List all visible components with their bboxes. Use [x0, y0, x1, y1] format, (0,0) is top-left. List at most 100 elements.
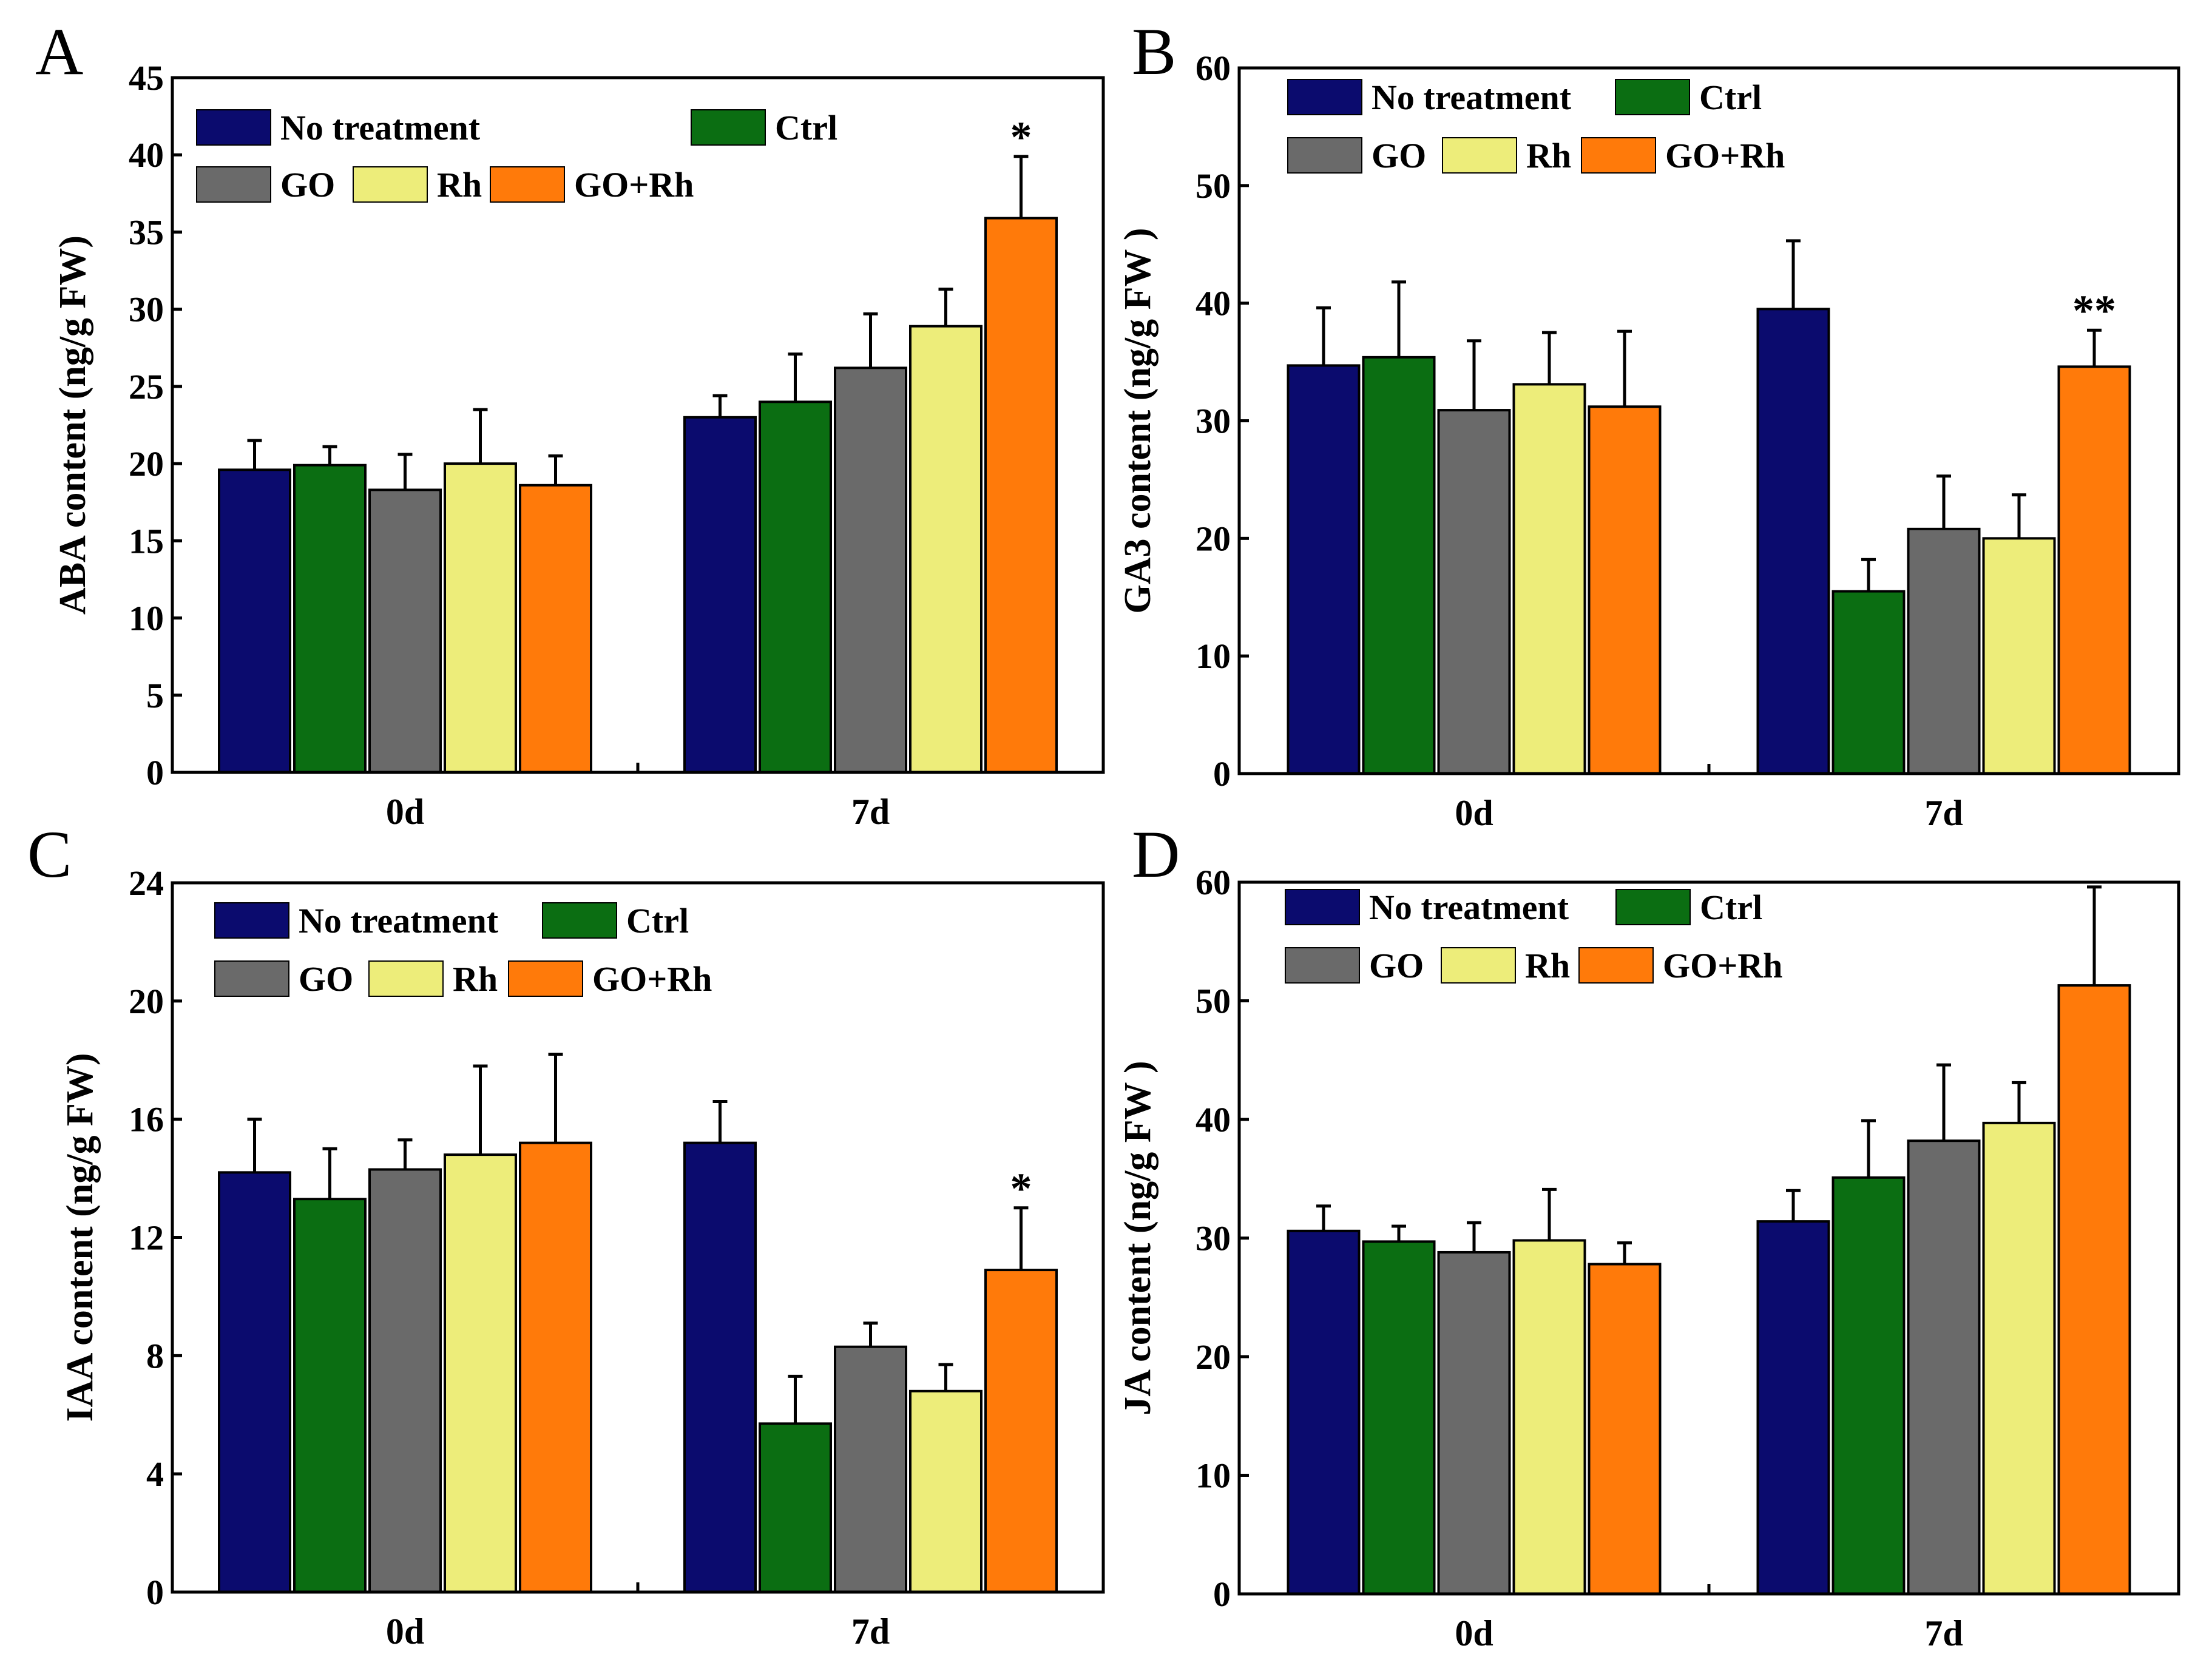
bar-0d-go-rh	[1588, 405, 1662, 775]
panel-letter: B	[1132, 15, 1176, 89]
legend-label: No treatment	[1369, 888, 1569, 927]
bar-0d-rh	[1512, 383, 1586, 775]
bar-7d-go	[834, 1345, 907, 1594]
panel-letter: A	[35, 15, 83, 89]
bar-7d-go	[834, 366, 907, 774]
bar-7d-no-treatment	[683, 416, 757, 774]
legend-label: GO	[299, 959, 353, 999]
x-tick-label: 0d	[1455, 793, 1493, 833]
bar-7d-go-rh	[984, 217, 1058, 774]
bar-7d-go-rh	[984, 1269, 1058, 1593]
legend-swatch-no-treatment	[196, 109, 271, 146]
y-tick-label: 30	[1196, 402, 1231, 441]
bar-0d-no-treatment	[1287, 364, 1361, 775]
y-tick-label: 20	[129, 444, 164, 484]
y-tick-label: 8	[146, 1336, 164, 1375]
legend-swatch-go	[196, 166, 271, 203]
legend-label: GO	[1369, 946, 1424, 985]
y-tick-label: 30	[129, 290, 164, 329]
bar-7d-rh	[1982, 537, 2056, 775]
legend-swatch-no-treatment	[214, 902, 289, 939]
y-tick-label: 4	[146, 1454, 164, 1494]
chart-panel-d: D 0d 7d 0 10 20 30 40 50 60 JA content (ng/g FW ) N…	[1117, 817, 2180, 1653]
legend-label: GO	[1372, 136, 1426, 175]
bar-7d-no-treatment	[1756, 1220, 1830, 1595]
legend-label: Rh	[453, 959, 498, 999]
bar-7d-rh	[1982, 1121, 2056, 1595]
legend-label: Ctrl	[1699, 78, 1762, 117]
legend-label: GO+Rh	[1663, 946, 1782, 985]
legend-swatch-no-treatment	[1285, 889, 1360, 925]
y-tick-label: 20	[1196, 519, 1231, 558]
legend-label: Rh	[437, 165, 482, 204]
y-tick-label: 10	[1196, 636, 1231, 676]
chart-panel-b: B 0d 7d ** 0 10 20 30 40 50 60 GA3 content (ng/g FW…	[1117, 15, 2180, 833]
y-tick-label: 20	[1196, 1337, 1231, 1377]
y-tick-label: 25	[129, 367, 164, 407]
bar-7d-go	[1907, 527, 1981, 775]
legend-label: GO	[280, 165, 335, 204]
x-tick-label: 0d	[386, 792, 424, 832]
legend-label: No treatment	[280, 108, 481, 147]
y-tick-label: 35	[129, 212, 164, 252]
bar-7d-no-treatment	[1756, 308, 1830, 775]
bar-0d-rh	[444, 1153, 517, 1594]
bar-0d-rh	[1512, 1239, 1586, 1596]
bar-0d-go-rh	[519, 1141, 592, 1593]
y-tick-label: 10	[1196, 1456, 1231, 1496]
legend-label: No treatment	[299, 901, 499, 940]
y-tick-label: 40	[129, 135, 164, 175]
bar-7d-rh	[909, 325, 983, 774]
legend-swatch-rh	[368, 960, 444, 997]
legend-label: No treatment	[1372, 78, 1572, 117]
y-axis-label: ABA content (ng/g FW)	[52, 235, 93, 615]
legend-swatch-rh	[1442, 137, 1517, 174]
legend-label: Ctrl	[775, 108, 837, 147]
y-tick-label: 16	[129, 1100, 164, 1139]
bar-0d-go-rh	[1588, 1263, 1662, 1595]
legend-label: GO+Rh	[1665, 136, 1785, 175]
bar-0d-no-treatment	[218, 1171, 291, 1593]
y-axis-label: JA content (ng/g FW )	[1117, 1061, 1158, 1415]
legend-swatch-ctrl	[1615, 79, 1690, 115]
y-tick-label: 0	[1213, 754, 1231, 794]
legend: No treatment Ctrl GO Rh GO+Rh	[1285, 888, 1782, 985]
y-tick-label: 50	[1196, 982, 1231, 1021]
legend-label: GO+Rh	[592, 959, 712, 999]
legend-label: GO+Rh	[574, 165, 694, 204]
x-tick-label: 0d	[386, 1611, 424, 1652]
y-axis-label: GA3 content (ng/g FW )	[1117, 228, 1158, 613]
legend-swatch-rh	[353, 166, 428, 203]
bar-7d-ctrl	[759, 400, 832, 774]
legend-swatch-no-treatment	[1287, 79, 1362, 115]
legend-swatch-go-rh	[490, 166, 565, 203]
legend: No treatment Ctrl GO Rh GO+Rh	[214, 901, 712, 999]
x-tick-label: 7d	[1924, 1613, 1963, 1653]
panel-letter: C	[27, 817, 72, 891]
y-tick-label: 50	[1196, 166, 1231, 206]
bar-7d-rh	[909, 1389, 983, 1594]
significance-marker: **	[2072, 286, 2116, 335]
legend-swatch-go-rh	[1581, 137, 1656, 174]
y-tick-label: 0	[146, 1573, 164, 1612]
y-tick-label: 30	[1196, 1219, 1231, 1258]
x-tick-label: 0d	[1455, 1613, 1493, 1653]
legend-swatch-go	[1287, 137, 1362, 174]
chart-panel-a: A 0d 7d * 0 5 10 15 20 25 30 35 40 45 ABA content (ng/…	[35, 15, 1105, 832]
x-tick-label: 7d	[851, 792, 890, 832]
y-tick-label: 45	[129, 58, 164, 98]
y-axis-label: IAA content (ng/g FW)	[59, 1053, 101, 1422]
y-tick-label: 5	[146, 676, 164, 715]
y-tick-label: 40	[1196, 284, 1231, 323]
bar-7d-go-rh	[2057, 365, 2131, 775]
bar-7d-no-treatment	[683, 1141, 757, 1593]
chart-panel-c: C 0d 7d * 0 4 8 12 16 20 24 IAA content (ng/g FW) No…	[27, 817, 1105, 1652]
legend-label: Ctrl	[626, 901, 689, 940]
legend-swatch-rh	[1441, 947, 1516, 984]
x-tick-label: 7d	[1924, 793, 1963, 833]
significance-marker: *	[1010, 113, 1032, 161]
significance-marker: *	[1010, 1164, 1032, 1213]
bar-0d-ctrl	[1362, 356, 1436, 775]
